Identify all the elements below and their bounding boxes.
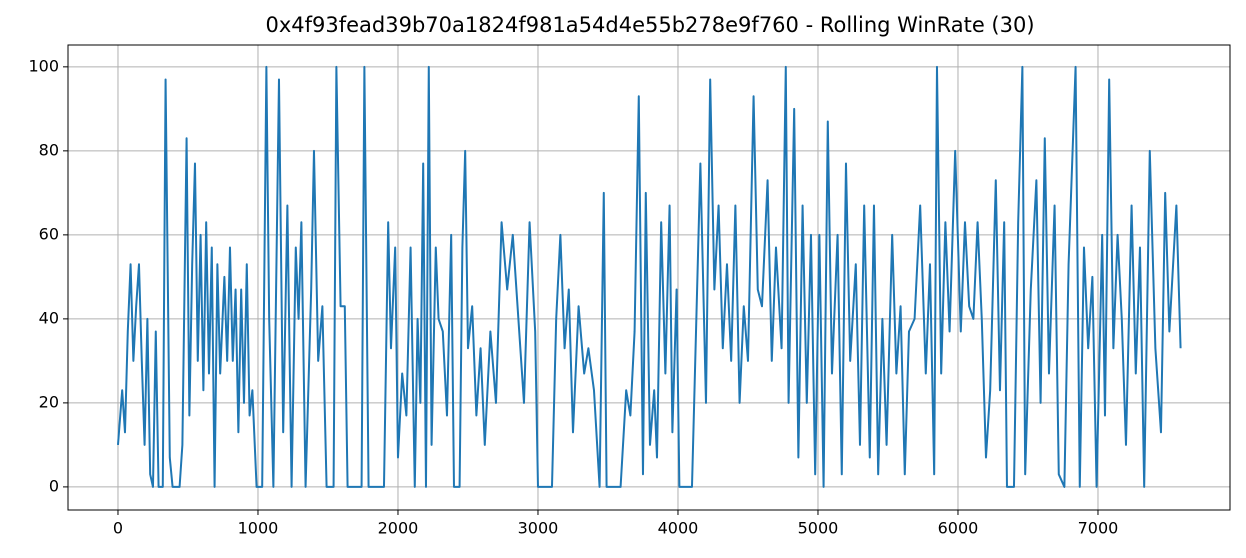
y-tick-label: 80: [39, 140, 59, 159]
y-tick-label: 20: [39, 392, 59, 411]
x-tick-label: 4000: [658, 519, 699, 538]
y-tick-label: 100: [28, 56, 59, 75]
x-tick-label: 0: [113, 519, 123, 538]
chart-title: 0x4f93fead39b70a1824f981a54d4e55b278e9f7…: [265, 13, 1034, 37]
x-tick-label: 5000: [798, 519, 839, 538]
data-line: [116, 65, 1182, 488]
x-tick-label: 1000: [238, 519, 279, 538]
x-tick-label: 3000: [518, 519, 559, 538]
x-tick-label: 7000: [1078, 519, 1119, 538]
x-tick-label: 6000: [938, 519, 979, 538]
plot-frame: [67, 44, 1231, 511]
x-tick-label: 2000: [378, 519, 419, 538]
y-tick-label: 60: [39, 224, 59, 243]
y-tick-label: 0: [49, 476, 59, 495]
y-tick-label: 40: [39, 308, 59, 327]
